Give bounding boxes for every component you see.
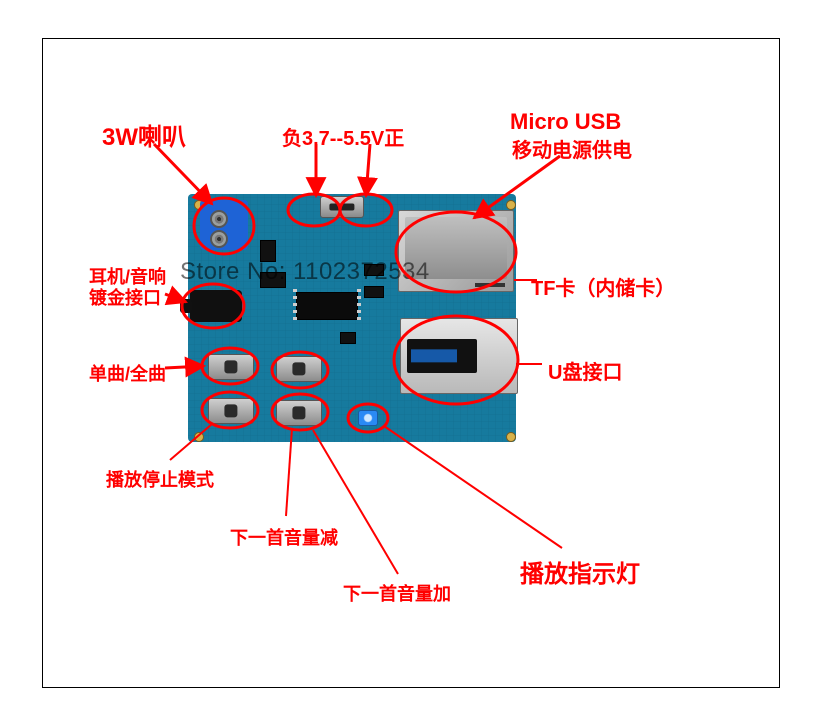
label-usb: U盘接口 [548, 356, 622, 385]
label-earphone-2: 镀金接口 [89, 284, 161, 310]
label-microusb-2: 移动电源供电 [512, 134, 632, 163]
label-tfcard: TF卡（内储卡） [531, 272, 675, 301]
pad-tr [506, 200, 516, 210]
label-speaker: 3W喇叭 [102, 117, 186, 152]
screw-hole-1 [210, 210, 228, 228]
screw-terminal [200, 200, 248, 250]
label-prevvol: 下一首音量减 [230, 524, 338, 550]
smd-4 [340, 332, 356, 344]
label-nextvol: 下一首音量加 [343, 580, 451, 606]
button-prev-voldn [276, 356, 322, 382]
usb-a-port [400, 318, 518, 394]
audio-jack [190, 290, 242, 322]
button-repeat [208, 354, 254, 380]
main-chip [296, 292, 358, 320]
watermark-text: Store No: 1102372534 [180, 258, 430, 286]
label-batrange: 负3.7--5.5V正 [282, 122, 404, 151]
button-next-volup [276, 400, 322, 426]
micro-usb-port [320, 196, 364, 218]
label-repeat: 单曲/全曲 [89, 360, 166, 386]
label-microusb-1: Micro USB [510, 109, 621, 135]
screw-hole-2 [210, 230, 228, 248]
page-root: Store No: 1102372534 3W喇叭 负3.7--5.5V正 Mi… [0, 0, 823, 725]
label-playled: 播放指示灯 [520, 554, 640, 589]
button-playpause [208, 398, 254, 424]
pad-bl [194, 432, 204, 442]
pad-br [506, 432, 516, 442]
play-led [358, 410, 378, 426]
smd-3 [364, 286, 384, 298]
label-playpause: 播放停止模式 [106, 466, 214, 492]
